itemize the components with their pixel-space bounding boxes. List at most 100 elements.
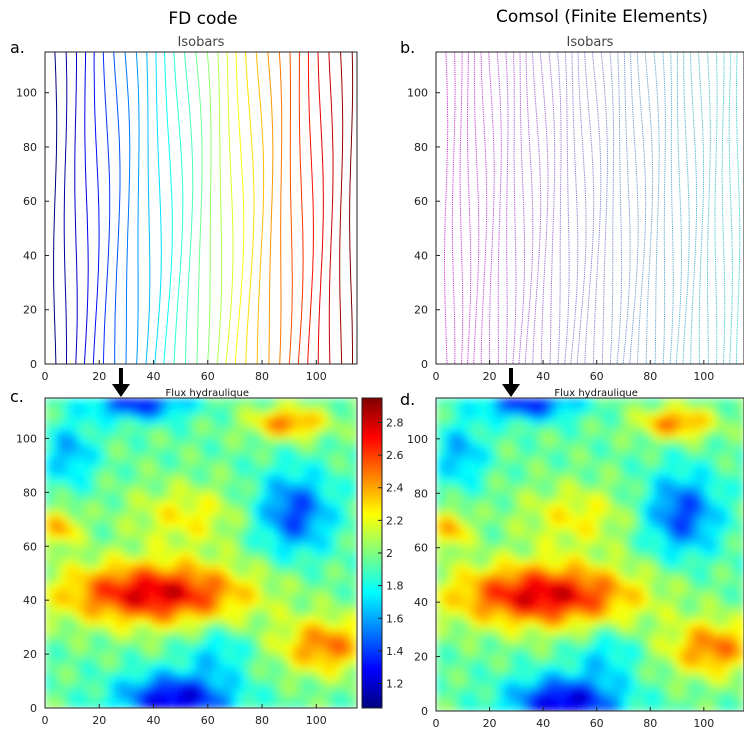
heatmap-cell (71, 656, 79, 664)
isobar-line (480, 51, 488, 364)
heatmap-cell (500, 437, 508, 445)
heatmap-cell (324, 553, 332, 561)
heatmap-cell (279, 675, 287, 683)
heatmap-cell (188, 701, 196, 708)
heatmap-cell (545, 482, 553, 490)
heatmap-cell (77, 682, 85, 690)
heatmap-cell (71, 423, 79, 431)
heatmap-cell (436, 587, 444, 595)
heatmap-cell (602, 450, 610, 458)
heatmap-cell (596, 613, 604, 621)
heatmap-cell (188, 578, 196, 586)
heatmap-cell (557, 567, 565, 575)
heatmap-cell (298, 475, 306, 483)
heatmap-cell (123, 527, 131, 535)
heatmap-cell (557, 456, 565, 464)
heatmap-cell (711, 593, 719, 601)
heatmap-cell (724, 639, 732, 647)
heatmap-cell (305, 507, 313, 515)
heatmap-cell (545, 450, 553, 458)
heatmap-cell (142, 669, 150, 677)
heatmap-cell (58, 604, 66, 612)
heatmap-cell (609, 658, 617, 666)
heatmap-cell (272, 669, 280, 677)
panel-c-title: Flux hydraulique (165, 388, 249, 399)
heatmap-cell (654, 678, 662, 686)
heatmap-cell (344, 611, 352, 619)
heatmap-cell (214, 546, 222, 554)
heatmap-cell (240, 624, 248, 632)
heatmap-cell (350, 630, 357, 638)
heatmap-cell (129, 617, 137, 625)
isobar-line (307, 52, 314, 365)
heatmap-cell (564, 626, 572, 634)
heatmap-cell (634, 430, 642, 438)
heatmap-cell (448, 495, 456, 503)
heatmap-cell (711, 580, 719, 588)
heatmap-cell (570, 658, 578, 666)
heatmap-cell (673, 456, 681, 464)
heatmap-cell (731, 587, 739, 595)
heatmap-cell (647, 574, 655, 582)
heatmap-cell (718, 671, 726, 679)
heatmap-cell (455, 437, 463, 445)
heatmap-cell (266, 430, 274, 438)
heatmap-cell (609, 469, 617, 477)
heatmap-cell (142, 682, 150, 690)
heatmap-cell (609, 443, 617, 451)
heatmap-cell (136, 475, 144, 483)
heatmap-cell (220, 488, 228, 496)
heatmap-cell (246, 649, 254, 657)
heatmap-cell (660, 534, 668, 543)
heatmap-cell (58, 688, 66, 696)
heatmap-cell (564, 476, 572, 484)
heatmap-cell (436, 697, 444, 706)
heatmap-cell (77, 559, 85, 567)
heatmap-cell (285, 533, 293, 541)
heatmap-cell (609, 574, 617, 582)
heatmap-cell (136, 636, 144, 645)
heatmap-cell (246, 611, 254, 619)
heatmap-cell (667, 482, 675, 490)
heatmap-cell (647, 547, 655, 556)
heatmap-cell (279, 649, 287, 657)
heatmap-cell (641, 443, 649, 451)
heatmap-cell (448, 704, 456, 711)
heatmap-cell (279, 436, 287, 444)
heatmap-cell (201, 688, 209, 696)
heatmap-cell (641, 417, 649, 425)
heatmap-cell (188, 410, 196, 418)
heatmap-cell (240, 643, 248, 651)
heatmap-cell (142, 533, 150, 541)
heatmap-cell (337, 636, 345, 645)
heatmap-cell (506, 508, 514, 516)
heatmap-cell (519, 489, 527, 497)
heatmap-cell (240, 572, 248, 580)
heatmap-cell (84, 520, 92, 528)
heatmap-cell (634, 450, 642, 458)
heatmap-cell (468, 469, 476, 477)
heatmap-cell (90, 540, 98, 548)
heatmap-cell (654, 587, 662, 595)
colorbar-tick-label: 2.4 (386, 482, 404, 495)
heatmap-cell (667, 554, 675, 562)
heatmap-cell (493, 430, 501, 438)
heatmap-cell (602, 587, 610, 595)
heatmap-cell (298, 430, 306, 438)
heatmap-cell (667, 404, 675, 412)
heatmap-cell (660, 476, 668, 484)
heatmap-cell (311, 533, 319, 541)
heatmap-cell (123, 404, 131, 412)
heatmap-cell (246, 488, 254, 496)
heatmap-cell (272, 469, 280, 477)
heatmap-cell (259, 636, 267, 645)
heatmap-cell (615, 554, 623, 562)
heatmap-cell (227, 533, 235, 541)
heatmap-cell (647, 704, 655, 711)
heatmap-cell (175, 565, 183, 573)
heatmap-cell (97, 456, 105, 464)
heatmap-cell (175, 572, 183, 580)
heatmap-cell (679, 541, 687, 549)
heatmap-cell (673, 561, 681, 569)
heatmap-cell (577, 450, 585, 458)
